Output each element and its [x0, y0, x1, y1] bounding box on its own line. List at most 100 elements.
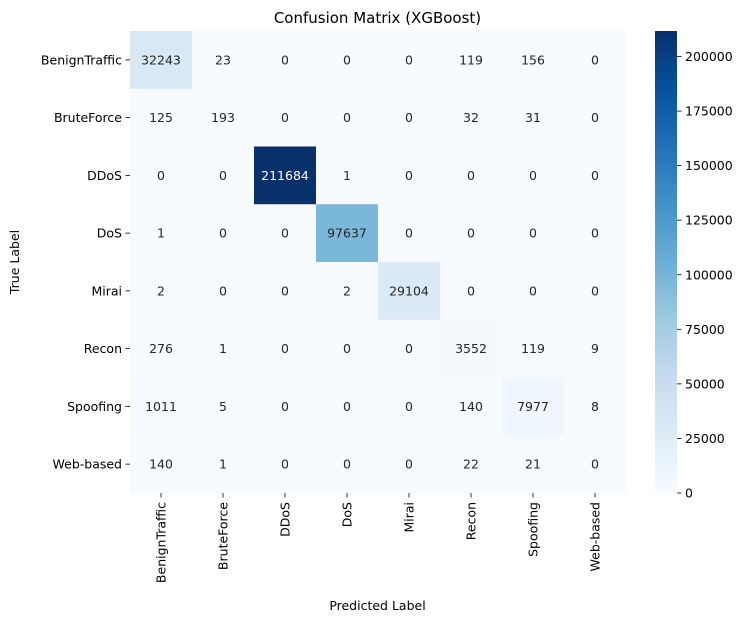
cell-value: 0	[529, 226, 537, 241]
y-tick-label: BenignTraffic	[41, 52, 122, 67]
cell-value: 211684	[261, 168, 309, 183]
y-tick-label: Mirai	[91, 283, 122, 298]
colorbar-tick-label: 125000	[685, 213, 733, 228]
y-tick-label: BruteForce	[54, 110, 122, 125]
heatmap-cell	[378, 262, 441, 321]
heatmap-cell	[502, 88, 565, 147]
colorbar-tick-label: 0	[685, 486, 693, 501]
heatmap-cell	[378, 88, 441, 147]
x-tick-label: BenignTraffic	[154, 502, 169, 583]
cell-value: 5	[219, 399, 227, 414]
cell-value: 0	[591, 226, 599, 241]
cell-value: 7977	[517, 399, 549, 414]
heatmap-cell	[440, 31, 503, 90]
cell-value: 0	[281, 399, 289, 414]
heatmap-cell	[502, 204, 565, 263]
heatmap-cell	[378, 377, 441, 436]
cell-value: 0	[219, 226, 227, 241]
heatmap-cell	[378, 204, 441, 263]
cell-value: 0	[405, 226, 413, 241]
heatmap-cell	[192, 262, 255, 321]
heatmap-cell	[192, 204, 255, 263]
heatmap-cell	[564, 88, 627, 147]
heatmap-cell	[192, 435, 255, 494]
x-tick-label: Spoofing	[526, 502, 541, 557]
heatmap-cell	[564, 146, 627, 205]
cell-value: 119	[459, 52, 483, 67]
y-axis-label: True Label	[7, 230, 22, 295]
cell-value: 0	[529, 283, 537, 298]
heatmap-cell	[192, 377, 255, 436]
heatmap-cell	[440, 146, 503, 205]
heatmap-cell	[254, 319, 317, 378]
y-tick-label: Recon	[84, 341, 122, 356]
cell-value: 125	[149, 110, 173, 125]
chart-title: Confusion Matrix (XGBoost)	[274, 9, 481, 27]
cell-value: 0	[405, 52, 413, 67]
colorbar-tick-label: 50000	[685, 376, 725, 391]
heatmap-cell	[316, 146, 379, 205]
heatmap-cell	[564, 319, 627, 378]
cell-value: 3552	[455, 341, 487, 356]
heatmap-cell	[378, 146, 441, 205]
heatmap-cell	[502, 262, 565, 321]
heatmap-cell	[316, 435, 379, 494]
cell-value: 0	[281, 341, 289, 356]
cell-value: 8	[591, 399, 599, 414]
heatmap-cell	[130, 435, 193, 494]
cell-value: 0	[591, 457, 599, 472]
cell-value: 193	[211, 110, 235, 125]
heatmap-cell	[316, 262, 379, 321]
heatmap-cell	[130, 146, 193, 205]
colorbar-tick-label: 200000	[685, 49, 733, 64]
cell-value: 1	[157, 226, 165, 241]
cell-value: 1	[219, 457, 227, 472]
x-tick-label: DDoS	[278, 502, 293, 537]
colorbar-tick-label: 75000	[685, 322, 725, 337]
cell-value: 2	[157, 283, 165, 298]
heatmap-cell	[254, 31, 317, 90]
cell-value: 1	[219, 341, 227, 356]
heatmap-cell	[130, 204, 193, 263]
heatmap-cell	[378, 435, 441, 494]
x-axis-ticks: BenignTraffic BruteForce DDoS DoS Mirai Recon…	[154, 493, 603, 583]
heatmap-cell	[192, 88, 255, 147]
heatmap-cell	[564, 377, 627, 436]
cell-value: 0	[467, 283, 475, 298]
cell-value: 0	[591, 283, 599, 298]
cell-value: 119	[521, 341, 545, 356]
cell-value: 1	[343, 168, 351, 183]
heatmap-cell	[130, 88, 193, 147]
heatmap-cell	[130, 262, 193, 321]
cell-value: 0	[467, 168, 475, 183]
cell-value: 2	[343, 283, 351, 298]
heatmap-cell	[502, 435, 565, 494]
cell-value: 97637	[327, 226, 367, 241]
heatmap-cell	[130, 319, 193, 378]
x-tick-label: Mirai	[402, 502, 417, 533]
cell-value: 0	[591, 110, 599, 125]
colorbar-tick-label: 175000	[685, 104, 733, 119]
heatmap-cell	[192, 146, 255, 205]
cell-value: 0	[343, 341, 351, 356]
heatmap-cell	[130, 31, 193, 90]
heatmap-cell	[564, 31, 627, 90]
x-tick-label: BruteForce	[216, 502, 231, 570]
cell-value: 0	[343, 110, 351, 125]
x-tick-label: Web-based	[588, 502, 603, 572]
cell-value: 276	[149, 341, 173, 356]
cell-value: 140	[149, 457, 173, 472]
heatmap-cell	[130, 377, 193, 436]
cell-value: 0	[405, 399, 413, 414]
heatmap-cell	[316, 31, 379, 90]
heatmap-cell	[192, 319, 255, 378]
cell-value: 22	[463, 457, 479, 472]
cell-value: 0	[343, 399, 351, 414]
cell-value: 0	[281, 52, 289, 67]
x-tick-label: Recon	[464, 502, 479, 540]
cell-value: 0	[281, 457, 289, 472]
heatmap-cell	[440, 262, 503, 321]
heatmap-cell	[254, 204, 317, 263]
cell-value: 21	[525, 457, 541, 472]
